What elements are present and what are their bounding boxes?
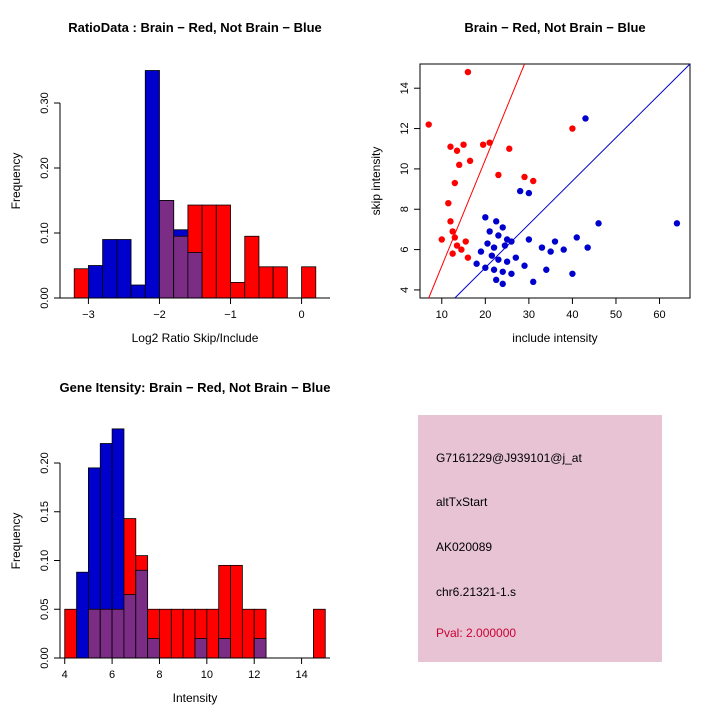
svg-text:60: 60 (653, 309, 665, 321)
svg-text:Frequency: Frequency (9, 513, 23, 570)
svg-text:4: 4 (399, 287, 411, 293)
svg-text:Brain − Red, Not Brain − Blue: Brain − Red, Not Brain − Blue (464, 20, 645, 35)
svg-text:14: 14 (295, 669, 307, 681)
svg-text:8: 8 (156, 669, 162, 681)
svg-text:0.05: 0.05 (39, 599, 51, 620)
svg-text:0.30: 0.30 (39, 92, 51, 113)
pval-text: Pval: 2.000000 (436, 626, 517, 640)
gene-intensity-histogram-chart: Gene Itensity: Brain − Red, Not Brain − … (9, 380, 331, 705)
svg-text:4: 4 (62, 669, 68, 681)
svg-text:10: 10 (201, 669, 213, 681)
svg-text:50: 50 (610, 309, 622, 321)
svg-text:Gene Itensity: Brain − Red, No: Gene Itensity: Brain − Red, Not Brain − … (60, 380, 331, 395)
svg-text:12: 12 (399, 122, 411, 134)
svg-text:include intensity: include intensity (512, 331, 597, 345)
svg-text:0.00: 0.00 (39, 647, 51, 668)
svg-text:−2: −2 (153, 309, 166, 321)
svg-text:−1: −1 (224, 309, 237, 321)
svg-text:Intensity: Intensity (173, 691, 218, 705)
svg-text:40: 40 (566, 309, 578, 321)
probe-id-text: G7161229@J939101@j_at (436, 451, 582, 465)
panel-intensity-scatter: Brain − Red, Not Brain − Blue 10 20 30 40 50 6… (360, 0, 720, 360)
skip-include-scatter-chart: Brain − Red, Not Brain − Blue 10 20 30 40 50 6… (369, 20, 691, 345)
svg-text:−3: −3 (82, 309, 95, 321)
event-type-text: altTxStart (436, 495, 488, 509)
info-box: G7161229@J939101@j_at altTxStart AK02008… (418, 415, 662, 662)
svg-text:8: 8 (399, 206, 411, 212)
svg-text:10: 10 (436, 309, 448, 321)
svg-text:0.00: 0.00 (39, 287, 51, 308)
svg-text:0.20: 0.20 (39, 157, 51, 178)
svg-text:12: 12 (248, 669, 260, 681)
svg-text:14: 14 (399, 82, 411, 94)
svg-text:6: 6 (109, 669, 115, 681)
svg-text:6: 6 (399, 247, 411, 253)
svg-text:20: 20 (479, 309, 491, 321)
panel-gene-intensity-histogram: Gene Itensity: Brain − Red, Not Brain − … (0, 360, 360, 720)
accession-text: AK020089 (436, 540, 493, 554)
svg-text:Log2 Ratio Skip/Include: Log2 Ratio Skip/Include (132, 331, 259, 345)
svg-text:RatioData : Brain − Red, Not B: RatioData : Brain − Red, Not Brain − Blu… (68, 20, 322, 35)
locus-text: chr6.21321-1.s (436, 585, 517, 599)
svg-text:skip intensity: skip intensity (369, 147, 383, 216)
svg-text:0.20: 0.20 (39, 452, 51, 473)
panel-ratio-histogram: RatioData : Brain − Red, Not Brain − Blu… (0, 0, 360, 360)
svg-text:0.10: 0.10 (39, 550, 51, 571)
panel-info: G7161229@J939101@j_at altTxStart AK02008… (360, 360, 720, 720)
svg-text:Frequency: Frequency (9, 153, 23, 210)
ratio-histogram-chart: RatioData : Brain − Red, Not Brain − Blu… (9, 20, 330, 345)
svg-text:30: 30 (523, 309, 535, 321)
svg-text:10: 10 (399, 163, 411, 175)
svg-text:0.10: 0.10 (39, 222, 51, 243)
svg-text:0.15: 0.15 (39, 501, 51, 522)
svg-text:0: 0 (299, 309, 305, 321)
